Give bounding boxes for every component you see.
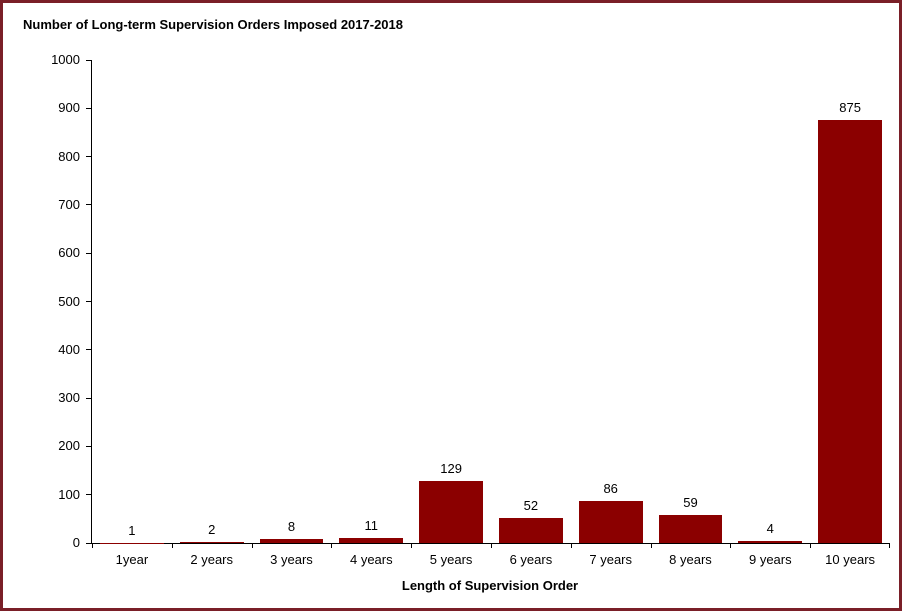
bar [498, 517, 563, 543]
y-tick [86, 397, 91, 399]
bar-value-label: 1 [128, 522, 136, 538]
x-tick [491, 543, 492, 548]
chart-title: Number of Long-term Supervision Orders I… [23, 17, 403, 32]
y-tick-label: 500 [58, 293, 80, 309]
bar [818, 120, 882, 543]
x-tick [92, 543, 93, 548]
x-category-label: 1year [115, 552, 149, 567]
bar-value-label: 59 [683, 494, 698, 510]
bar-value-label: 875 [839, 100, 861, 116]
x-category-label: 9 years [748, 552, 792, 567]
bar [339, 537, 404, 543]
y-tick [86, 252, 91, 254]
bar-value-label: 52 [523, 497, 539, 513]
x-axis-title: Length of Supervision Order [401, 578, 579, 593]
bar-value-label: 86 [603, 481, 618, 497]
x-tick [331, 543, 333, 548]
y-tick [86, 301, 91, 302]
x-category-label: 10 years [825, 552, 876, 567]
bar-value-label: 11 [364, 517, 379, 533]
y-tick-label: 400 [58, 341, 80, 357]
bar [738, 541, 803, 543]
y-tick-label: 600 [58, 245, 80, 261]
y-tick-label: 1000 [51, 52, 80, 67]
bar [259, 539, 324, 543]
x-category-label: 5 years [429, 552, 473, 567]
x-category-label: 4 years [349, 552, 393, 567]
y-tick [86, 107, 91, 109]
y-tick-label: 200 [58, 438, 80, 454]
y-tick-label: 300 [58, 390, 80, 406]
x-category-label: 2 years [190, 552, 234, 567]
x-tick [730, 543, 732, 548]
y-tick-label: 100 [58, 486, 80, 502]
bar [179, 542, 244, 543]
y-tick [86, 445, 91, 447]
bar-value-label: 4 [766, 521, 774, 537]
y-tick [86, 59, 91, 61]
y-tick-label: 0 [72, 535, 80, 550]
x-tick [650, 543, 652, 548]
y-tick [86, 204, 91, 206]
bar [658, 514, 723, 543]
bar [419, 480, 483, 543]
x-category-label: 3 years [270, 552, 313, 567]
bar-value-label: 129 [440, 460, 462, 476]
y-tick [86, 542, 91, 544]
y-tick-label: 700 [58, 196, 80, 212]
y-tick-label: 800 [58, 148, 80, 164]
x-category-label: 8 years [669, 552, 712, 567]
x-tick [889, 543, 890, 548]
x-tick [171, 543, 173, 548]
x-tick [810, 543, 812, 548]
bar [578, 501, 643, 543]
x-tick [570, 543, 572, 548]
y-tick [86, 349, 91, 351]
plot-area: 0 100 200 300 400 500 600 700 800 900 1000 1 1year 2 2… [51, 53, 890, 567]
y-tick-label: 900 [58, 100, 80, 116]
x-category-label: 7 years [589, 552, 633, 567]
y-tick [86, 494, 91, 496]
y-tick [86, 156, 91, 158]
x-tick [411, 543, 413, 548]
bar-value-label: 2 [208, 522, 216, 538]
x-tick [251, 543, 253, 548]
bar-value-label: 8 [287, 519, 296, 535]
x-category-label: 6 years [509, 552, 553, 567]
